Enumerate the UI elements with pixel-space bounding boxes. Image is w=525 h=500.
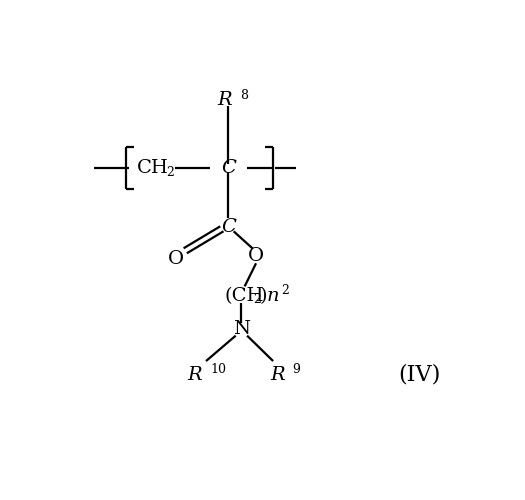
Text: 8: 8 bbox=[240, 89, 248, 102]
Text: CH: CH bbox=[137, 159, 169, 177]
Text: C: C bbox=[221, 218, 236, 236]
Text: ): ) bbox=[259, 286, 267, 304]
Text: R: R bbox=[270, 366, 285, 384]
Text: (CH: (CH bbox=[224, 286, 264, 304]
Text: 2: 2 bbox=[281, 284, 289, 298]
Text: 2: 2 bbox=[166, 166, 174, 179]
Text: n: n bbox=[267, 286, 279, 304]
Text: 2: 2 bbox=[253, 293, 261, 306]
Text: R: R bbox=[188, 366, 202, 384]
Text: (IV): (IV) bbox=[398, 364, 441, 386]
Text: N: N bbox=[233, 320, 250, 338]
Text: O: O bbox=[168, 250, 184, 268]
Text: 10: 10 bbox=[210, 364, 226, 376]
Text: R: R bbox=[217, 92, 232, 110]
Text: O: O bbox=[248, 246, 264, 264]
Text: 9: 9 bbox=[292, 364, 300, 376]
Text: C: C bbox=[221, 159, 236, 177]
